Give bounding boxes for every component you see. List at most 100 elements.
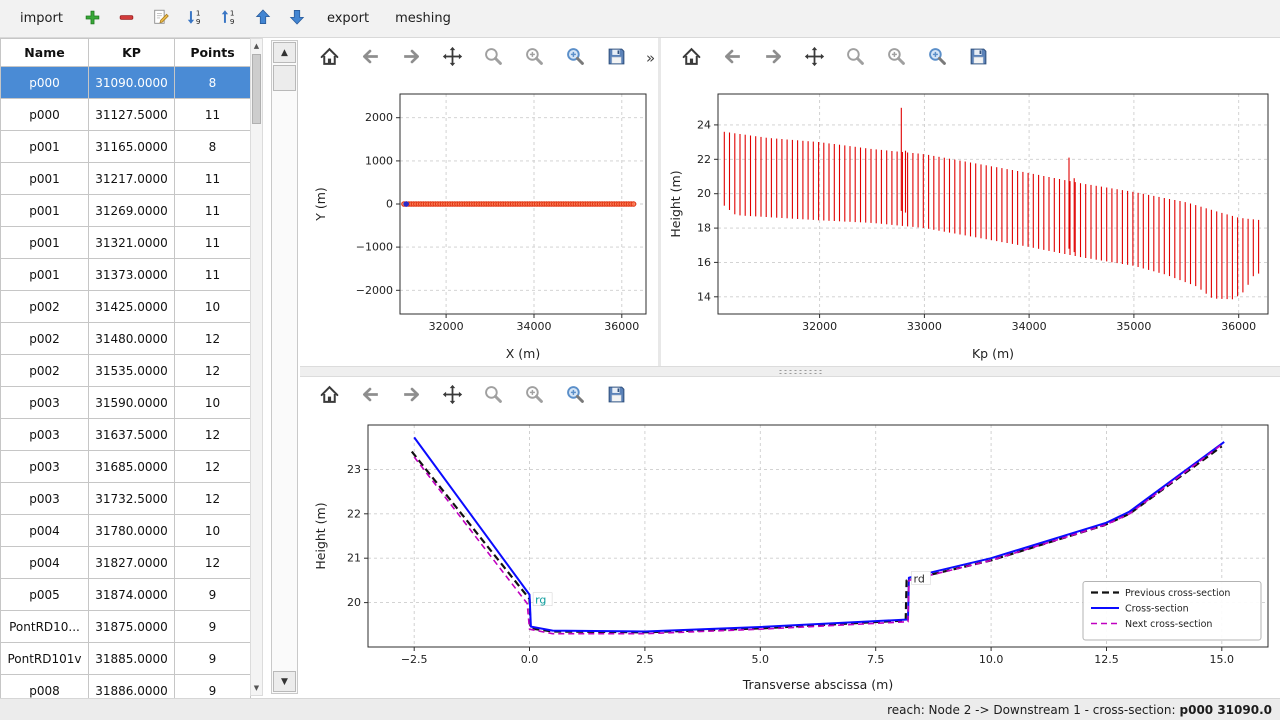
section-zoom-in-button[interactable]: [521, 383, 548, 410]
table-cell[interactable]: p003: [1, 483, 89, 515]
table-cell[interactable]: 11: [175, 259, 251, 291]
trace-zoom-button[interactable]: [480, 45, 507, 72]
splitter[interactable]: [300, 366, 1280, 377]
table-cell[interactable]: 12: [175, 547, 251, 579]
table-cell[interactable]: p001: [1, 259, 89, 291]
table-cell[interactable]: 31090.0000: [89, 67, 175, 99]
table-cell[interactable]: 31425.0000: [89, 291, 175, 323]
table-cell[interactable]: 31875.0000: [89, 611, 175, 643]
table-cell[interactable]: 31127.5000: [89, 99, 175, 131]
table-row[interactable]: p00131321.000011: [1, 227, 251, 259]
table-scrollbar-thumb[interactable]: [252, 54, 261, 124]
section-zoom-button[interactable]: [480, 383, 507, 410]
panel-scrollbar[interactable]: ▲ ▼: [271, 40, 298, 694]
panel-scroll-up-button[interactable]: ▲: [273, 42, 296, 63]
section-home-button[interactable]: [316, 383, 343, 410]
profile-plot[interactable]: 3200033000340003500036000141618202224Kp …: [662, 76, 1278, 366]
table-cell[interactable]: 31685.0000: [89, 451, 175, 483]
table-cell[interactable]: 31590.0000: [89, 387, 175, 419]
table-row[interactable]: p00231535.000012: [1, 355, 251, 387]
table-cell[interactable]: 11: [175, 227, 251, 259]
table-cell[interactable]: 8: [175, 67, 251, 99]
profile-save-button[interactable]: [965, 45, 992, 72]
splitter-grip-icon[interactable]: [778, 369, 822, 375]
table-cell[interactable]: 9: [175, 643, 251, 675]
table-cell[interactable]: 9: [175, 611, 251, 643]
trace-back-button[interactable]: [357, 45, 384, 72]
table-row[interactable]: p00031127.500011: [1, 99, 251, 131]
table-cell[interactable]: 8: [175, 131, 251, 163]
table-cell[interactable]: 11: [175, 195, 251, 227]
table-cell[interactable]: 31827.0000: [89, 547, 175, 579]
table-row[interactable]: p00231480.000012: [1, 323, 251, 355]
table-cell[interactable]: 11: [175, 99, 251, 131]
table-cell[interactable]: 12: [175, 483, 251, 515]
table-row[interactable]: p00331590.000010: [1, 387, 251, 419]
table-row[interactable]: p00131165.00008: [1, 131, 251, 163]
sort-down-button[interactable]: 19: [181, 5, 209, 33]
section-zoom-area-button[interactable]: [562, 383, 589, 410]
trace-zoom-area-button[interactable]: [562, 45, 589, 72]
trace-toolbar-overflow[interactable]: »: [644, 49, 657, 67]
table-cell[interactable]: p000: [1, 99, 89, 131]
table-row[interactable]: p00331637.500012: [1, 419, 251, 451]
table-cell[interactable]: 12: [175, 323, 251, 355]
profile-back-button[interactable]: [719, 45, 746, 72]
profile-zoom-button[interactable]: [842, 45, 869, 72]
table-row[interactable]: p00131373.000011: [1, 259, 251, 291]
table-cell[interactable]: 10: [175, 515, 251, 547]
trace-forward-button[interactable]: [398, 45, 425, 72]
profile-zoom-area-button[interactable]: [924, 45, 951, 72]
section-pan-button[interactable]: [439, 383, 466, 410]
table-cell[interactable]: 11: [175, 163, 251, 195]
panel-scrollbar-thumb[interactable]: [273, 65, 296, 91]
trace-save-button[interactable]: [603, 45, 630, 72]
table-row[interactable]: p00431780.000010: [1, 515, 251, 547]
table-cell[interactable]: p005: [1, 579, 89, 611]
table-row[interactable]: p00531874.00009: [1, 579, 251, 611]
scroll-up-arrow-icon[interactable]: ▲: [251, 40, 262, 52]
table-cell[interactable]: 10: [175, 291, 251, 323]
table-cell[interactable]: p001: [1, 163, 89, 195]
profile-zoom-in-button[interactable]: [883, 45, 910, 72]
table-cell[interactable]: 31874.0000: [89, 579, 175, 611]
table-cell[interactable]: PontRD101v: [1, 643, 89, 675]
table-row[interactable]: PontRD10...31875.00009: [1, 611, 251, 643]
table-cell[interactable]: 12: [175, 355, 251, 387]
table-cell[interactable]: p003: [1, 451, 89, 483]
table-cell[interactable]: 31480.0000: [89, 323, 175, 355]
table-cell[interactable]: 31217.0000: [89, 163, 175, 195]
table-row[interactable]: p00131269.000011: [1, 195, 251, 227]
table-row[interactable]: PontRD101v31885.00009: [1, 643, 251, 675]
table-row[interactable]: p00431827.000012: [1, 547, 251, 579]
section-plot[interactable]: −2.50.02.55.07.510.012.515.020212223Tran…: [300, 411, 1278, 697]
table-row[interactable]: p00131217.000011: [1, 163, 251, 195]
table-cell[interactable]: p000: [1, 67, 89, 99]
table-row[interactable]: p00331685.000012: [1, 451, 251, 483]
table-cell[interactable]: p004: [1, 547, 89, 579]
table-cell[interactable]: p001: [1, 195, 89, 227]
table-cell[interactable]: 9: [175, 579, 251, 611]
table-cell[interactable]: 31373.0000: [89, 259, 175, 291]
scroll-down-arrow-icon[interactable]: ▼: [251, 682, 262, 694]
table-cell[interactable]: 31732.5000: [89, 483, 175, 515]
trace-home-button[interactable]: [316, 45, 343, 72]
move-up-button[interactable]: [249, 5, 277, 33]
profile-pan-button[interactable]: [801, 45, 828, 72]
table-cell[interactable]: p001: [1, 227, 89, 259]
remove-cross-section-button[interactable]: [113, 5, 141, 33]
move-down-button[interactable]: [283, 5, 311, 33]
sort-up-button[interactable]: 19: [215, 5, 243, 33]
table-row[interactable]: p00231425.000010: [1, 291, 251, 323]
table-cell[interactable]: 31269.0000: [89, 195, 175, 227]
add-cross-section-button[interactable]: [79, 5, 107, 33]
profile-forward-button[interactable]: [760, 45, 787, 72]
table-cell[interactable]: p003: [1, 387, 89, 419]
table-cell[interactable]: 31637.5000: [89, 419, 175, 451]
section-back-button[interactable]: [357, 383, 384, 410]
table-cell[interactable]: 10: [175, 387, 251, 419]
table-cell[interactable]: 12: [175, 451, 251, 483]
table-cell[interactable]: 31321.0000: [89, 227, 175, 259]
table-cell[interactable]: p004: [1, 515, 89, 547]
table-cell[interactable]: 31885.0000: [89, 643, 175, 675]
